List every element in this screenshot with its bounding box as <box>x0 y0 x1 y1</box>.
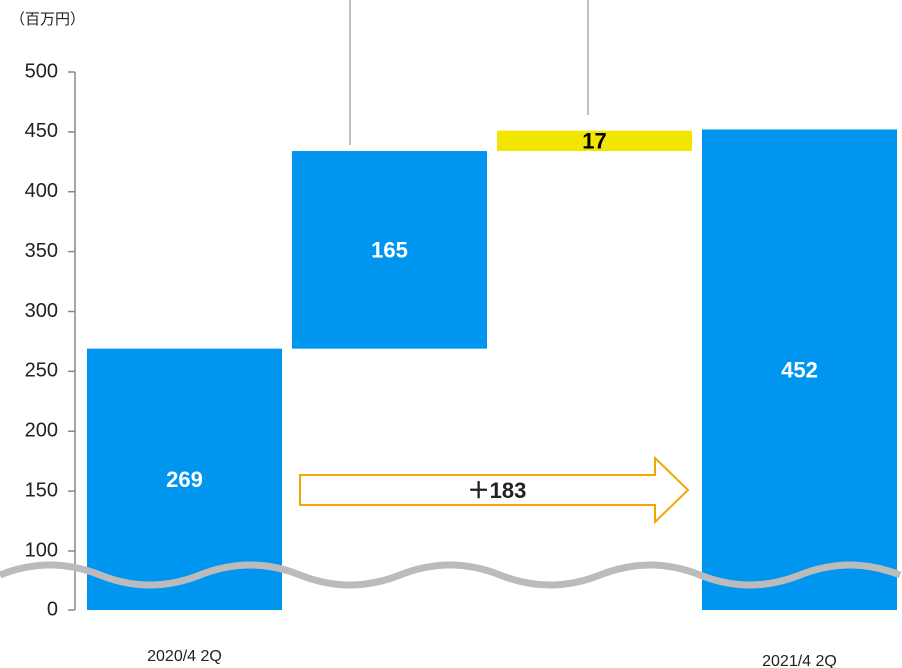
bar <box>497 130 692 152</box>
unit-label: （百万円） <box>10 11 85 28</box>
value-label: 165 <box>371 238 408 263</box>
y-tick-label: 150 <box>25 479 58 501</box>
x-tick-label: 2021/4 2Q <box>762 653 837 668</box>
bar <box>702 129 897 611</box>
y-tick-label: 100 <box>25 539 58 561</box>
y-tick-label: 500 <box>25 60 58 82</box>
y-tick-label: 350 <box>25 240 58 262</box>
axis-break-wave <box>0 561 902 589</box>
y-tick-label: 200 <box>25 420 58 442</box>
y-tick-label: 400 <box>25 180 58 202</box>
annotation: ＋183 <box>468 478 527 503</box>
value-label: 452 <box>781 358 818 383</box>
y-tick-label: 0 <box>47 598 58 620</box>
y-tick-label: 300 <box>25 300 58 322</box>
bar <box>292 151 487 349</box>
value-label: 17 <box>582 129 606 154</box>
y-tick-label: 450 <box>25 120 58 142</box>
x-tick-label: 2020/4 2Q <box>147 648 222 665</box>
value-label: 269 <box>166 467 203 492</box>
arrow <box>299 455 690 525</box>
y-tick-label: 250 <box>25 360 58 382</box>
